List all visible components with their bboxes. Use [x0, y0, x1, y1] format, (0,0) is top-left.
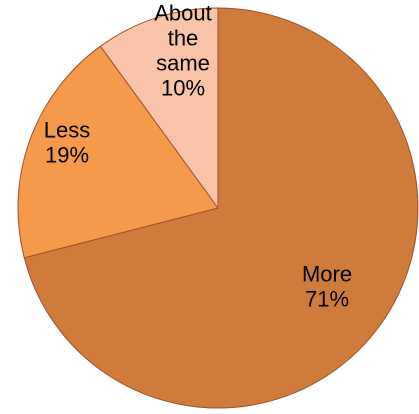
- pie-label-line: Less: [44, 118, 90, 143]
- pie-label-line: About: [154, 1, 212, 26]
- pie-slice-more: [23, 7, 419, 409]
- pie-label-line: 19%: [45, 143, 89, 168]
- pie-label-line: More: [302, 262, 352, 287]
- pie-label-line: 10%: [161, 76, 205, 101]
- pie-label-more: More 71%: [302, 262, 352, 312]
- pie-slice-about-the-same: [99, 7, 219, 210]
- pie-label-line: 71%: [305, 287, 349, 312]
- pie-slices: [17, 7, 419, 409]
- pie-label-less: Less 19%: [44, 118, 90, 168]
- pie-slice-less: [17, 45, 219, 259]
- pie-label-about-the-same: About the same 10%: [154, 1, 212, 101]
- pie-labels: More 71% Less 19% About the same 10%: [44, 1, 352, 312]
- pie-label-line: the: [168, 26, 199, 51]
- pie-label-line: same: [156, 51, 210, 76]
